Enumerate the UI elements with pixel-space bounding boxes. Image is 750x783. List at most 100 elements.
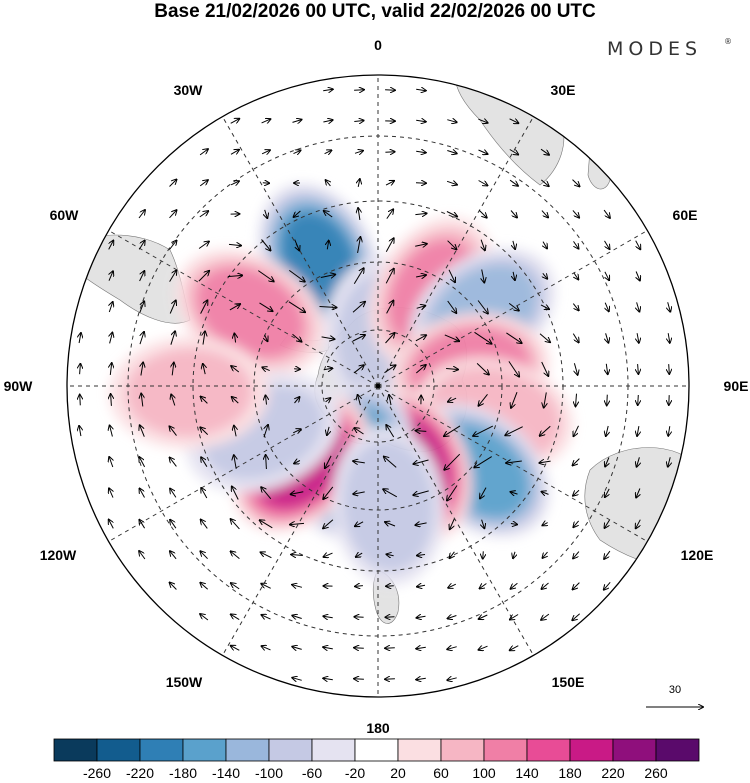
wind-vector-arrow — [321, 337, 335, 339]
wind-vector-arrow — [139, 271, 145, 282]
wind-vector-arrow — [635, 240, 641, 250]
wind-vector-arrow — [234, 455, 236, 469]
wind-vector-arrow — [266, 395, 267, 405]
wind-vector-arrow — [79, 426, 81, 437]
wind-vector-arrow — [170, 551, 177, 560]
colorbar-swatch — [96, 738, 141, 762]
wind-vector-arrow — [358, 179, 360, 188]
wind-vector-arrow — [383, 489, 398, 498]
wind-vector-arrow — [447, 151, 456, 154]
wind-vector-arrow — [198, 271, 209, 282]
wind-vector-arrow — [261, 150, 270, 154]
wind-vector-arrow — [262, 615, 271, 619]
wind-vector-arrow — [169, 241, 177, 250]
wind-vector-arrow — [637, 457, 640, 466]
wind-vector-arrow — [572, 210, 579, 217]
colorbar-swatch — [440, 738, 485, 762]
colorbar-swatch — [182, 738, 227, 762]
wind-vector-arrow — [604, 240, 610, 249]
wind-vector-arrow — [320, 275, 335, 278]
wind-vector-arrow — [227, 275, 242, 276]
colorbar-tick-label: 180 — [558, 765, 582, 781]
wind-vector-arrow — [474, 456, 492, 468]
reference-vector-value: 30 — [669, 684, 681, 696]
wind-vector-arrow — [605, 519, 610, 528]
colorbar-swatch — [139, 738, 184, 762]
wind-vector-arrow — [483, 551, 484, 558]
wind-vector-arrow — [481, 239, 485, 251]
lon-label-90e: 90E — [724, 378, 749, 394]
wind-vector-arrow — [231, 614, 240, 621]
wind-vector-arrow — [199, 180, 208, 187]
wind-vector-arrow — [413, 490, 429, 495]
wind-vector-arrow — [444, 334, 459, 341]
wind-vector-arrow — [140, 489, 145, 498]
wind-vector-arrow — [261, 487, 272, 500]
wind-vector-arrow — [606, 425, 608, 436]
wind-vector-arrow — [201, 488, 208, 499]
wind-vector-arrow — [261, 119, 271, 123]
wind-vector-arrow — [139, 457, 146, 468]
anomaly-contour — [342, 439, 435, 572]
wind-vector-arrow — [416, 306, 426, 309]
wind-vector-arrow — [638, 364, 639, 374]
colorbar-tick-label: 140 — [515, 765, 539, 781]
wind-vector-arrow — [353, 268, 363, 284]
wind-vector-arrow — [199, 211, 208, 218]
wind-vector-arrow — [448, 584, 457, 588]
wind-vector-arrow — [509, 119, 519, 123]
wind-vector-arrow — [319, 307, 337, 308]
wind-vector-arrow — [541, 613, 550, 620]
wind-vector-arrow — [511, 392, 518, 408]
wind-vector-arrow — [294, 461, 301, 464]
wind-vector-arrow — [508, 302, 519, 310]
wind-vector-arrow — [109, 520, 114, 529]
wind-vector-arrow — [668, 302, 671, 311]
map-border — [66, 74, 690, 698]
wind-vector-arrow — [200, 427, 209, 435]
map-title: Base 21/02/2026 00 UTC, valid 22/02/2026… — [154, 1, 596, 22]
wind-vector-arrow — [669, 364, 670, 374]
wind-vector-arrow — [139, 520, 146, 529]
wind-vector-arrow — [606, 333, 609, 342]
wind-vector-arrow — [231, 551, 240, 559]
wind-vector-arrow — [479, 393, 488, 405]
wind-vector-arrow — [228, 244, 241, 245]
wind-vector-arrow — [200, 551, 208, 560]
colorbar-swatch — [354, 738, 399, 762]
wind-vector-arrow — [169, 301, 176, 314]
wind-vector-arrow — [474, 331, 492, 343]
wind-vector-arrow — [231, 366, 240, 373]
wind-vector-arrow — [505, 426, 523, 436]
wind-vector-arrow — [169, 270, 177, 282]
wind-vector-arrow — [572, 333, 578, 343]
wind-vector-arrow — [203, 364, 205, 375]
wind-vector-arrow — [294, 210, 301, 217]
wind-vector-arrow — [232, 487, 239, 500]
wind-vector-arrow — [446, 369, 458, 370]
wind-vector-arrow — [386, 301, 394, 314]
wind-vector-arrow — [323, 647, 333, 649]
wind-vector-arrow — [109, 302, 112, 313]
wind-vector-arrow — [265, 209, 268, 218]
colorbar-swatch — [397, 738, 442, 762]
wind-vector-arrow — [292, 647, 302, 650]
wind-vector-arrow — [607, 394, 608, 406]
wind-vector-arrow — [510, 524, 517, 525]
wind-vector-arrow — [510, 614, 519, 620]
wind-vector-arrow — [576, 393, 577, 407]
wind-vector-arrow — [605, 271, 609, 280]
wind-vector-arrow — [110, 426, 113, 437]
wind-vector-arrow — [416, 431, 427, 432]
lon-label-60e: 60E — [673, 207, 698, 223]
wind-vector-arrow — [478, 150, 488, 154]
wind-vector-arrow — [198, 242, 209, 249]
wind-vector-arrow — [416, 275, 426, 277]
wind-vector-arrow — [293, 150, 301, 153]
wind-vector-arrow — [231, 583, 240, 590]
wind-vector-arrow — [79, 333, 81, 344]
wind-vector-arrow — [385, 522, 396, 526]
wind-vector-arrow — [265, 334, 268, 341]
wind-vector-arrow — [324, 553, 333, 557]
